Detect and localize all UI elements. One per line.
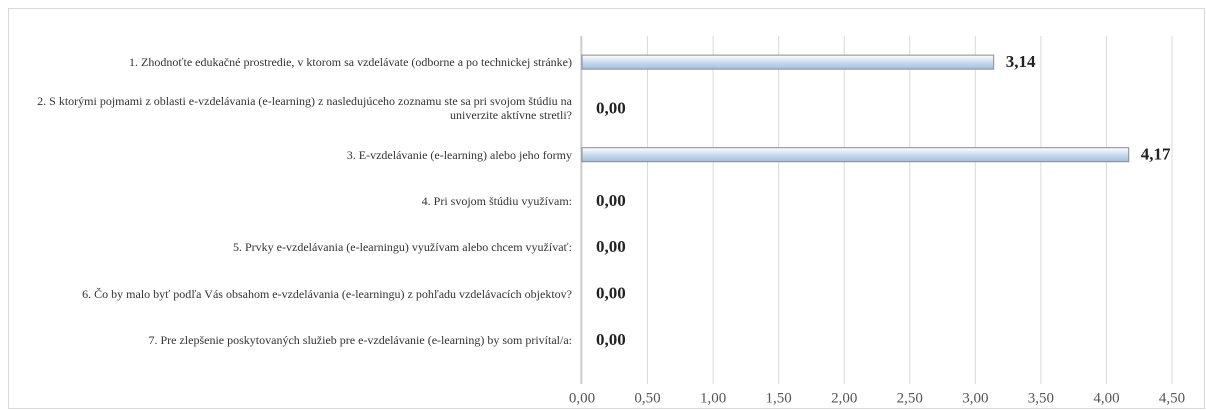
- category-label: 6. Čo by malo byť podľa Vás obsahom e-vz…: [82, 286, 572, 301]
- category-label: 1. Zhodnoťte edukačné prostredie, v ktor…: [129, 55, 572, 70]
- x-tick-label: 2,00: [831, 390, 857, 406]
- value-label: 0,00: [596, 191, 626, 210]
- x-tick-label: 3,50: [1028, 390, 1054, 406]
- category-label: 4. Pri svojom štúdiu využívam:: [421, 194, 572, 208]
- value-label: 3,14: [1006, 52, 1036, 71]
- category-label: 5. Prvky e-vzdelávania (e-learningu) vyu…: [233, 240, 572, 255]
- x-tick-label: 0,50: [634, 390, 660, 406]
- chart-border: [8, 8, 1205, 409]
- bar: [581, 147, 1130, 163]
- x-tick-label: 4,00: [1093, 390, 1119, 406]
- value-label: 0,00: [596, 283, 626, 302]
- value-label: 0,00: [596, 330, 626, 349]
- value-label: 0,00: [596, 98, 626, 117]
- value-label: 0,00: [596, 237, 626, 256]
- category-label: 2. S ktorými pojmami z oblasti e-vzdeláv…: [37, 94, 572, 123]
- x-tick-label: 2,50: [897, 390, 923, 406]
- category-label: 7. Pre zlepšenie poskytovaných služieb p…: [148, 332, 572, 347]
- x-tick-label: 4,50: [1159, 390, 1185, 406]
- x-tick-label: 1,50: [766, 390, 792, 406]
- category-label: 3. E-vzdelávanie (e-learning) alebo jeho…: [346, 147, 572, 162]
- x-tick-label: 1,00: [700, 390, 726, 406]
- x-tick-label: 0,00: [569, 390, 595, 406]
- bar: [581, 54, 995, 70]
- value-label: 4,17: [1141, 145, 1171, 164]
- x-tick-label: 3,00: [962, 390, 988, 406]
